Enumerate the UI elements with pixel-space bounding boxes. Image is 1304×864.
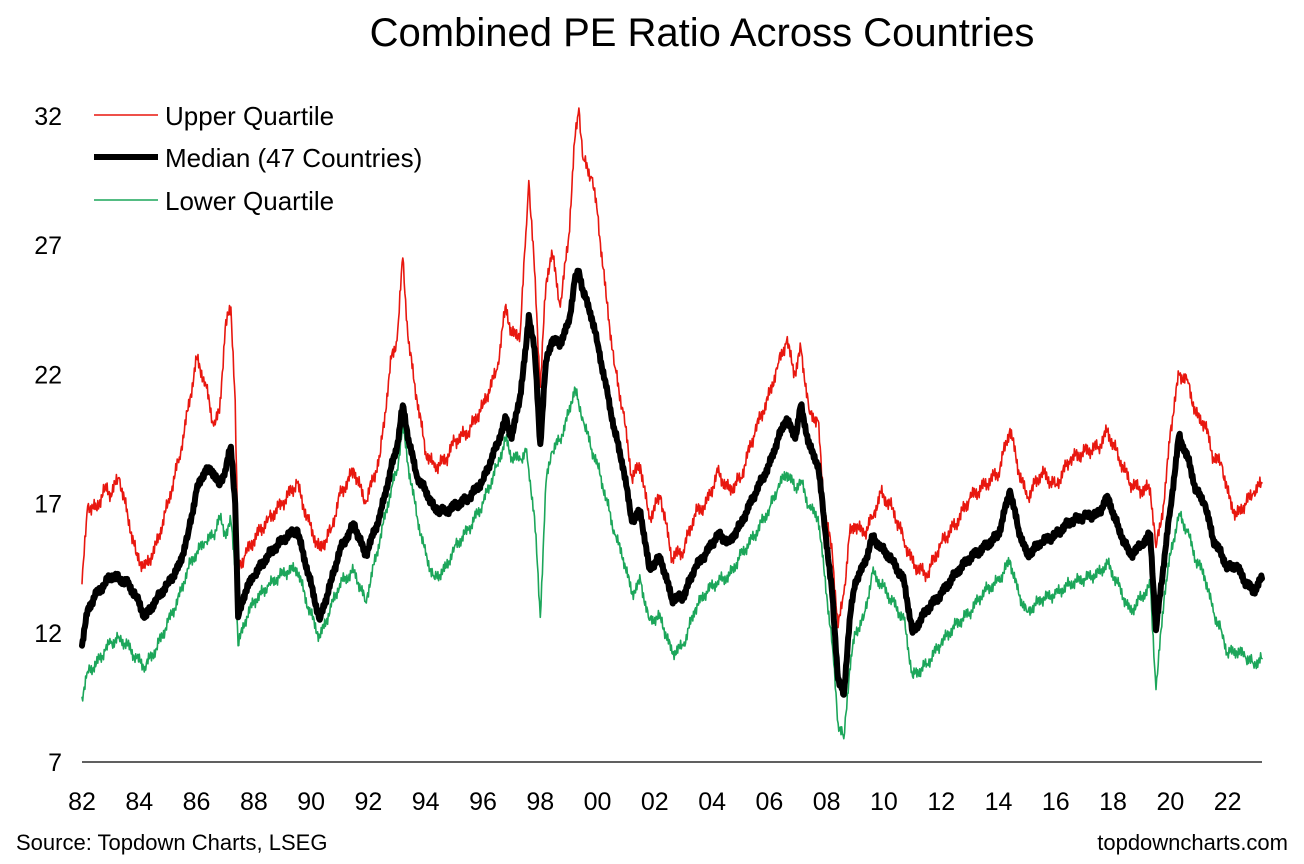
series-line-1 — [79, 267, 1265, 698]
y-tick-label: 32 — [34, 103, 62, 131]
x-tick-label: 18 — [1099, 788, 1127, 816]
x-tick-label: 16 — [1042, 788, 1070, 816]
x-tick-label: 94 — [412, 788, 440, 816]
legend-label: Median (47 Countries) — [165, 143, 422, 173]
x-tick-label: 86 — [183, 788, 211, 816]
legend: Upper Quartile Median (47 Countries) Lower… — [94, 101, 422, 216]
y-tick-label: 12 — [34, 620, 62, 648]
x-axis: 82 84 86 88 90 92 94 96 98 00 02 04 06 08 10 12 14 16 18 20… — [68, 761, 1262, 816]
y-tick-label: 17 — [34, 491, 62, 519]
series-layer — [79, 107, 1265, 740]
x-tick-label: 06 — [755, 788, 783, 816]
x-tick-label: 12 — [927, 788, 955, 816]
series-line-0 — [81, 107, 1263, 629]
x-tick-label: 98 — [526, 788, 554, 816]
x-tick-label: 92 — [355, 788, 383, 816]
x-tick-label: 20 — [1156, 788, 1184, 816]
y-tick-label: 7 — [48, 749, 62, 777]
x-tick-label: 88 — [240, 788, 268, 816]
x-tick-label: 84 — [125, 788, 153, 816]
y-axis: 7 12 17 22 27 32 — [34, 103, 62, 777]
x-tick-label: 90 — [297, 788, 325, 816]
source-note: Source: Topdown Charts, LSEG — [16, 830, 327, 855]
y-tick-label: 22 — [34, 361, 62, 389]
y-tick-label: 27 — [34, 232, 62, 260]
x-tick-label: 08 — [813, 788, 841, 816]
x-tick-label: 02 — [641, 788, 669, 816]
legend-label: Lower Quartile — [165, 186, 334, 216]
x-tick-label: 00 — [584, 788, 612, 816]
series-line-2 — [81, 386, 1263, 740]
x-tick-label: 10 — [870, 788, 898, 816]
chart-title: Combined PE Ratio Across Countries — [370, 11, 1035, 55]
x-tick-label: 14 — [985, 788, 1013, 816]
x-tick-label: 96 — [469, 788, 497, 816]
legend-label: Upper Quartile — [165, 101, 334, 131]
x-tick-label: 22 — [1214, 788, 1242, 816]
x-tick-label: 82 — [68, 788, 96, 816]
x-tick-label: 04 — [698, 788, 726, 816]
website-credit: topdowncharts.com — [1097, 830, 1288, 855]
